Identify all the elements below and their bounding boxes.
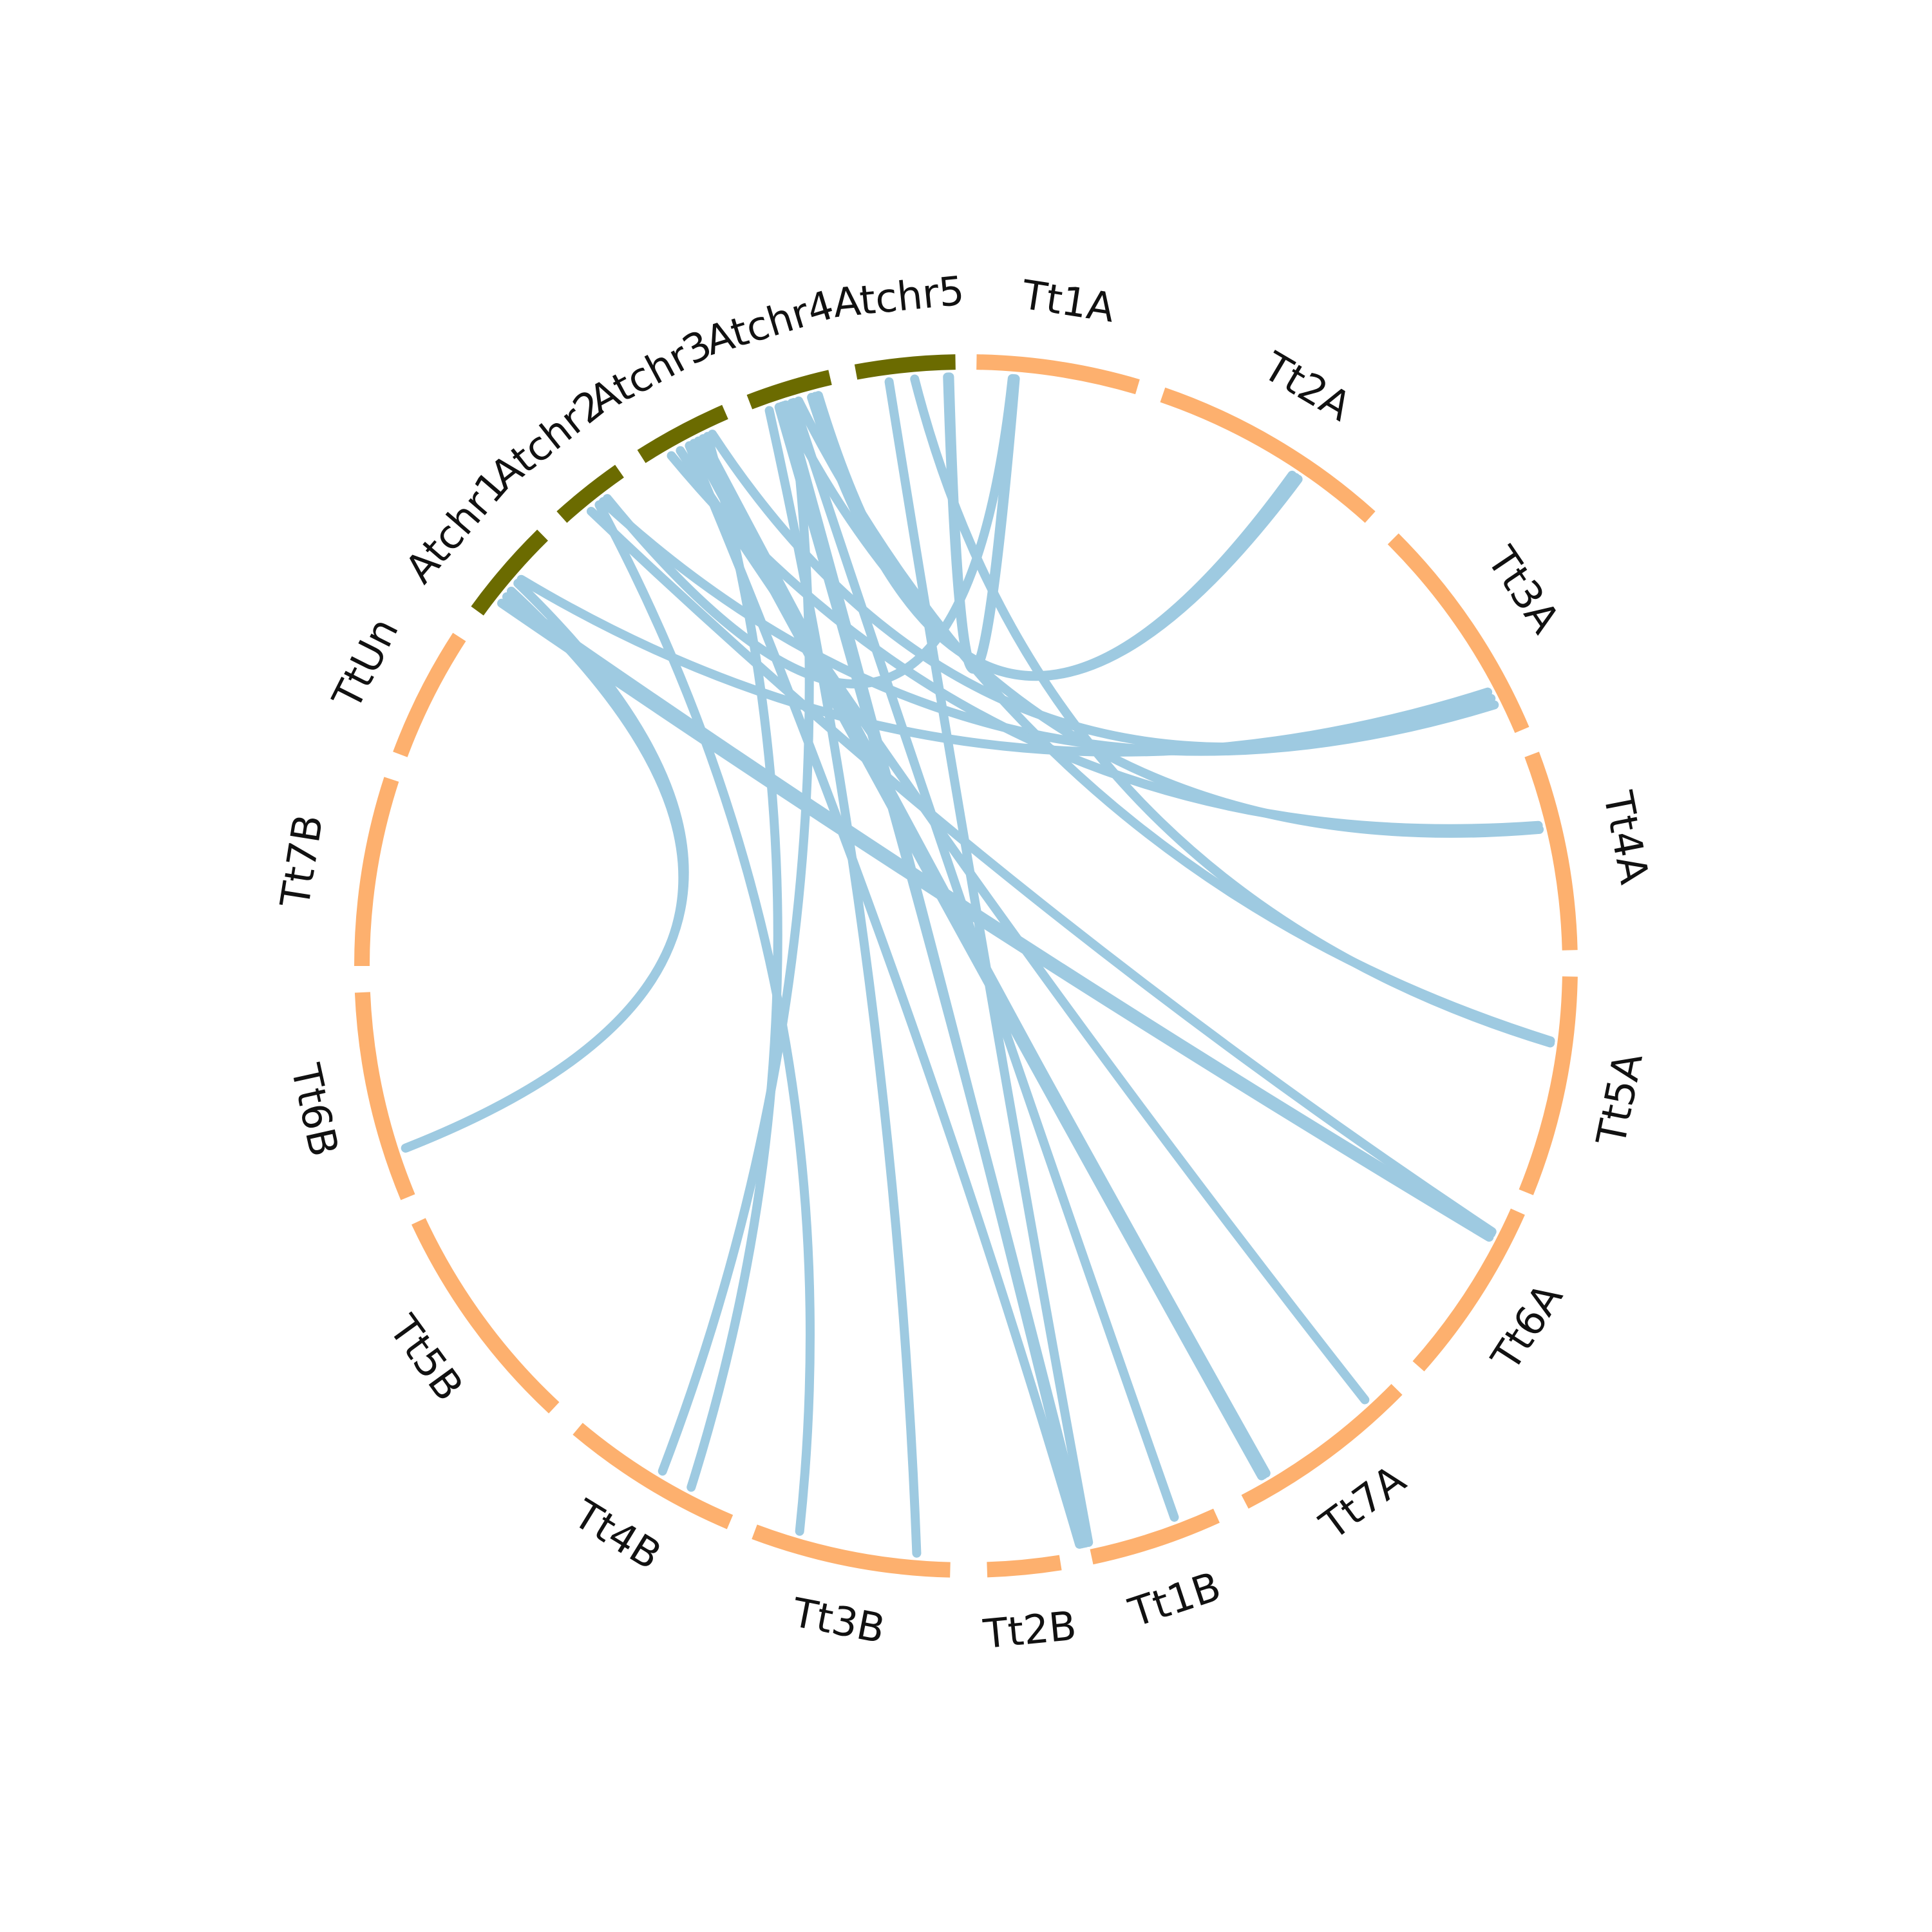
chromosome-arc-tt5a [1519,976,1578,1195]
synteny-link-atchr5-tt2b [884,377,1094,1548]
synteny-link-atchr1-tt6b [401,578,689,1153]
chromosome-label-tt6a: Tt6A [1482,1275,1572,1379]
chromosome-arc-tt6a [1412,1208,1525,1372]
chromosome-label-tt5a: Tt5A [1587,1049,1651,1150]
synteny-link-atchr1-tt6a [502,592,1496,1238]
synteny-link-atchr3-tt2b [685,441,1084,1549]
chromosome-label-tt4a: Tt4A [1594,787,1658,887]
chromosome-arc-ttun [393,632,466,757]
synteny-link-atchr4-tt2a [807,393,1303,681]
chromosome-arc-tt3b [752,1524,951,1578]
synteny-link-atchr3-tt3a [708,430,1496,752]
chromosome-label-tt1a: Tt1A [1018,271,1117,332]
chromosome-label-atchr5: Atchr5 [831,267,966,327]
chromosome-arc-atchr5 [854,354,956,380]
chromosome-arc-tt4a [1524,752,1578,951]
chromosome-label-tt2b: Tt2B [981,1602,1079,1658]
chromosome-arc-tt1b [1090,1508,1220,1565]
synteny-link-atchr5-tt5a [910,374,1555,1048]
synteny-link-atchr1-tt6b [401,586,688,1153]
chromosome-label-atchr4: Atchr4 [699,281,838,365]
chromosome-label-atchr3: Atchr3 [582,321,719,424]
synteny-link-atchr3-tt4b [687,431,782,1492]
chromosome-label-tt3b: Tt3B [788,1589,889,1653]
chromosome-arc-tt7b [354,777,399,967]
chromosome-label-tt3a: Tt3A [1478,538,1569,641]
chromosome-label-tt7b: Tt7B [271,811,332,911]
synteny-link-atchr4-tt4b [658,398,814,1476]
chromosome-label-tt4b: Tt4B [565,1490,670,1579]
chromosome-arcs [354,354,1578,1578]
synteny-link-atchr2-tt6a [586,506,1497,1236]
chromosome-arc-tt4b [573,1423,734,1530]
links-layer [401,372,1555,1558]
chromosome-arc-tt2b [987,1555,1062,1578]
chromosome-arc-atchr4 [746,370,832,410]
chromosome-arc-tt7a [1241,1384,1403,1509]
chromosome-label-tt5b: Tt5B [380,1306,473,1409]
chromosome-arc-tt2a [1160,387,1376,523]
chromosome-arc-tt1a [976,354,1140,395]
chromosome-arc-tt6b [354,992,415,1200]
chromosome-label-ttun: TtUn [323,611,408,717]
chromosome-arc-tt3a [1387,533,1530,734]
chromosome-label-tt7a: Tt7A [1311,1455,1414,1549]
synteny-link-atchr1-tt3a [516,574,1493,757]
chromosome-arc-tt5b [412,1218,560,1414]
synteny-link-atchr2-tt1a [602,374,1017,688]
chromosome-label-tt6b: Tt6B [282,1059,348,1161]
chromosome-arc-atchr1 [471,529,548,616]
synteny-link-atchr3-tt1b [689,439,1266,1481]
chromosome-arc-atchr2 [556,464,624,523]
chromosome-labels: Atchr5 Tt1A Tt2A Tt3A Tt4A Tt5A Tt6A Tt7A Tt1B Tt… [271,267,1658,1658]
chromosome-label-tt1b: Tt1B [1122,1562,1226,1636]
chromosome-arc-atchr3 [637,404,728,464]
chromosome-label-tt2a: Tt2A [1255,343,1359,431]
